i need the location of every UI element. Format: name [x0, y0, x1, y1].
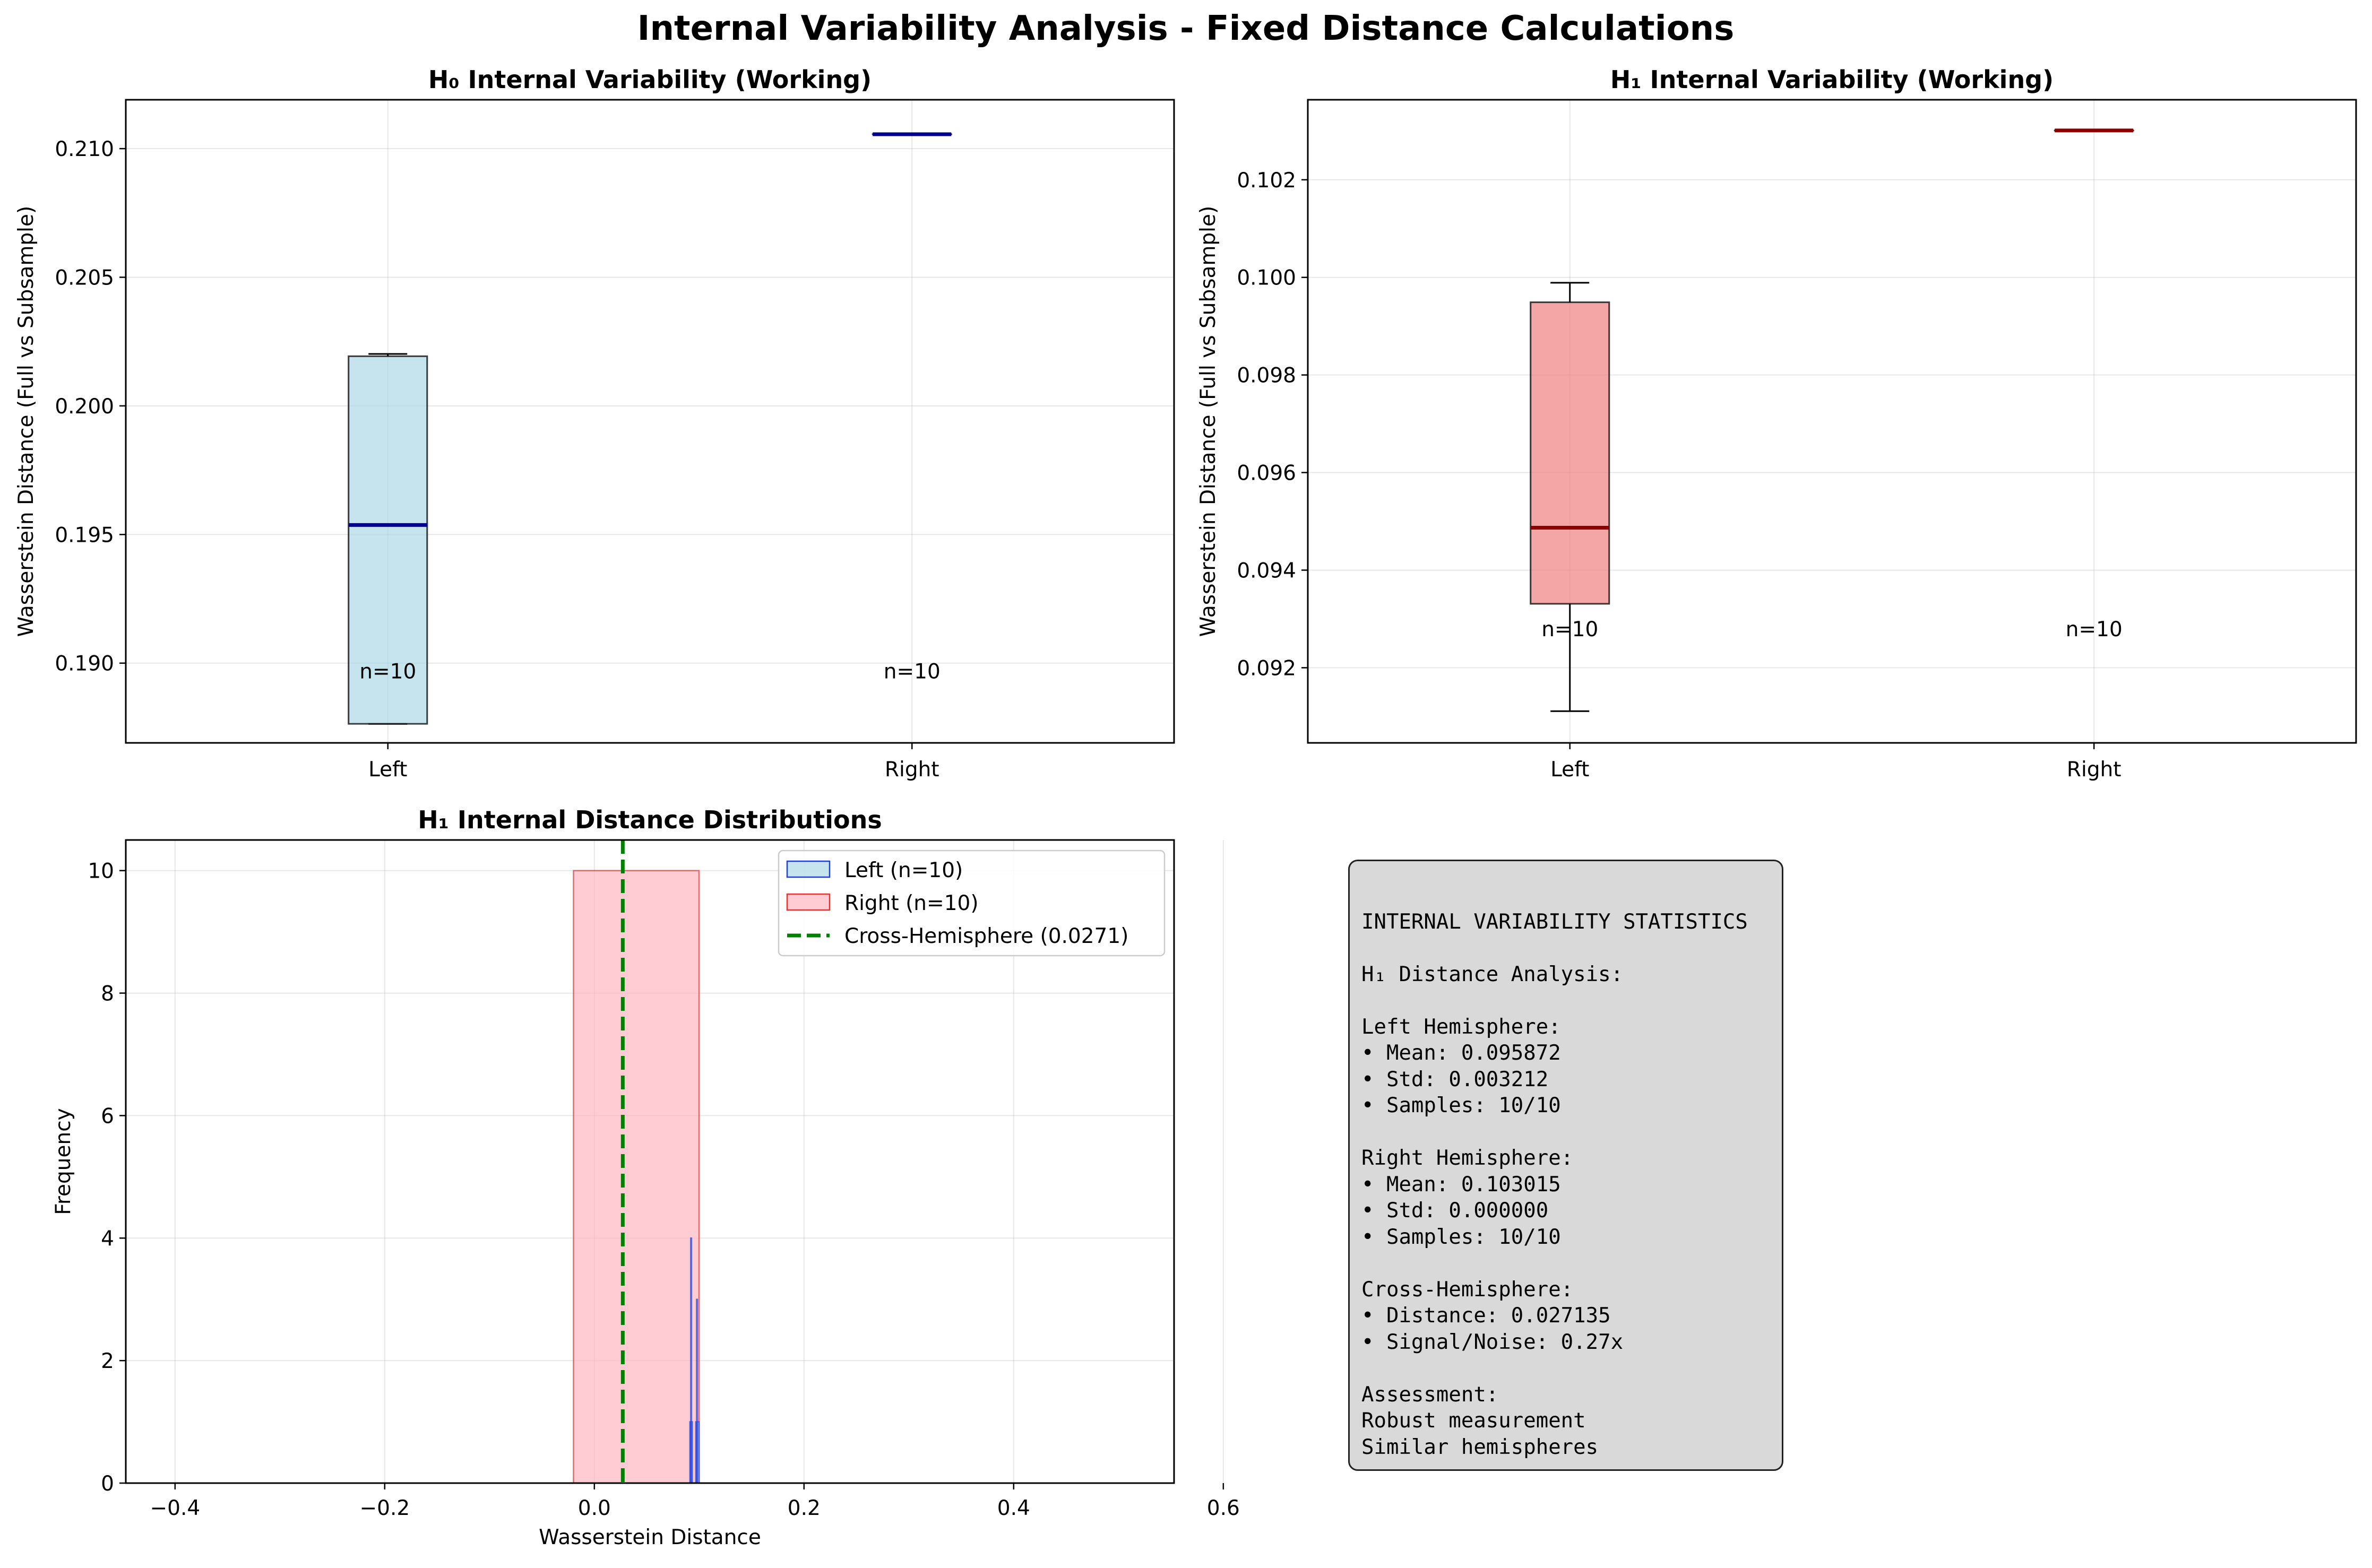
box-right: n=10	[872, 132, 952, 683]
y-axis-label: Wasserstein Distance (Full vs Subsample)	[1196, 206, 1220, 637]
y-tick-label: 6	[101, 1104, 114, 1128]
sample-count-label: n=10	[1541, 618, 1598, 642]
panel-title: H₁ Internal Variability (Working)	[1610, 65, 2054, 94]
x-tick-label: 0.4	[997, 1496, 1030, 1520]
iqr-box	[348, 355, 428, 725]
h1-histogram-panel: H₁ Internal Distance Distributions 0 2 4 6 8 1…	[51, 805, 1240, 1549]
stats-line: • Signal/Noise: 0.27x	[1361, 1330, 1624, 1354]
sample-count-label: n=10	[884, 660, 941, 683]
x-tick-label: −0.2	[359, 1496, 410, 1520]
stats-line	[1361, 1355, 1770, 1382]
stats-line	[1361, 935, 1770, 961]
x-tick-label: 0.6	[1207, 1496, 1240, 1520]
axes-frame	[125, 99, 1175, 744]
statistics-text-box: INTERNAL VARIABILITY STATISTICS H₁ Distan…	[1348, 860, 1783, 1471]
legend-label: Left (n=10)	[844, 859, 963, 882]
x-tick-label: −0.4	[150, 1496, 200, 1520]
stats-line: INTERNAL VARIABILITY STATISTICS	[1361, 909, 1748, 934]
x-tick-label: 0.2	[788, 1496, 821, 1520]
h1-boxplot-panel: H₁ Internal Variability (Working) 0.092 0.…	[1196, 65, 2357, 782]
stats-line: • Std: 0.003212	[1361, 1067, 1549, 1091]
stats-line	[1361, 1250, 1770, 1277]
sample-count-label: n=10	[2066, 618, 2123, 642]
figure-suptitle: Internal Variability Analysis - Fixed Di…	[637, 9, 1735, 48]
stats-line	[1361, 987, 1770, 1014]
y-tick-label: 0.092	[1237, 656, 1296, 680]
y-tick-label: 0.200	[55, 395, 114, 419]
box-right: n=10	[2054, 128, 2134, 642]
legend-swatch	[786, 860, 831, 878]
histogram-bar	[691, 1421, 693, 1484]
y-tick-label: 0.195	[55, 523, 114, 547]
plot-area	[1308, 100, 2356, 743]
y-tick-label: 0	[101, 1472, 114, 1496]
y-tick-label: 0.098	[1237, 364, 1296, 388]
stats-line: Similar hemispheres	[1361, 1435, 1599, 1459]
plot-area	[126, 100, 1174, 743]
x-tick-label-left: Left	[1550, 758, 1589, 782]
stats-line: • Mean: 0.095872	[1361, 1041, 1561, 1065]
y-tick-label: 0.102	[1237, 169, 1296, 193]
stats-line: • Distance: 0.027135	[1361, 1304, 1611, 1328]
y-tick-label: 8	[101, 982, 114, 1006]
y-tick-label: 4	[101, 1227, 114, 1251]
stats-line	[1361, 1119, 1770, 1146]
y-tick-label: 2	[101, 1349, 114, 1373]
stats-line: • Mean: 0.103015	[1361, 1172, 1561, 1197]
histogram-series-right	[573, 870, 700, 1484]
stats-line: H₁ Distance Analysis:	[1361, 962, 1624, 986]
y-tick-label: 10	[88, 860, 114, 883]
stats-line: Assessment:	[1361, 1382, 1499, 1407]
stats-line: Robust measurement	[1361, 1409, 1586, 1433]
stats-line: Cross-Hemisphere:	[1361, 1277, 1574, 1302]
y-tick-label: 0.205	[55, 266, 114, 290]
axes-frame	[125, 839, 1175, 1484]
y-tick-label: 0.096	[1237, 462, 1296, 486]
stats-line: Right Hemisphere:	[1361, 1146, 1574, 1170]
y-tick-label: 0.094	[1237, 559, 1296, 583]
stats-line: • Samples: 10/10	[1361, 1225, 1561, 1249]
legend-frame	[778, 850, 1166, 957]
stats-line: • Samples: 10/10	[1361, 1094, 1561, 1117]
legend-label: Cross-Hemisphere (0.0271)	[844, 924, 1128, 948]
x-tick-label-left: Left	[368, 758, 407, 782]
h0-boxplot-panel: H₀ Internal Variability (Working) 0.190 0.…	[14, 65, 1175, 782]
stats-line: Left Hemisphere:	[1361, 1015, 1561, 1039]
box-left: n=10	[1530, 282, 1610, 712]
y-axis-label: Wasserstein Distance (Full vs Subsample)	[14, 206, 38, 637]
panel-title: H₀ Internal Variability (Working)	[428, 65, 872, 94]
y-axis-label: Frequency	[51, 1108, 75, 1215]
x-tick-label-right: Right	[2067, 758, 2121, 782]
panel-title: H₁ Internal Distance Distributions	[418, 805, 882, 834]
axes-frame	[1307, 99, 2357, 744]
y-tick-label: 0.210	[55, 137, 114, 161]
box-left: n=10	[348, 353, 428, 725]
sample-count-label: n=10	[359, 660, 416, 683]
y-tick-label: 0.100	[1237, 266, 1296, 290]
histogram-bar	[573, 870, 700, 1484]
legend-swatch	[786, 893, 831, 911]
legend-label: Right (n=10)	[844, 891, 979, 915]
stats-line	[1361, 882, 1770, 909]
x-tick-label-right: Right	[885, 758, 939, 782]
histogram-bar	[696, 1421, 700, 1484]
legend: Left (n=10) Right (n=10) Cross-Hemisphere …	[778, 850, 1166, 957]
stats-line: • Std: 0.000000	[1361, 1199, 1549, 1223]
iqr-box	[1530, 301, 1610, 605]
y-tick-label: 0.190	[55, 652, 114, 676]
x-tick-label: 0.0	[578, 1496, 611, 1520]
x-axis-label: Wasserstein Distance	[539, 1526, 761, 1549]
